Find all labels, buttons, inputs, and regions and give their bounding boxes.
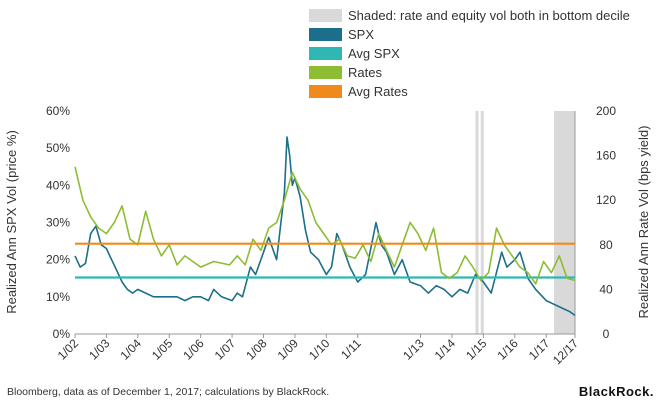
shaded-period-0: [475, 111, 479, 334]
series-lines: [74, 136, 576, 317]
shaded-periods: [475, 111, 575, 334]
x-tick-label-1: 1/03: [86, 336, 113, 363]
x-tick-label-7: 1/09: [275, 336, 302, 363]
legend-item-shaded: Shaded: rate and equity vol both in bott…: [309, 6, 630, 25]
x-tick-label-8: 1/10: [306, 336, 333, 363]
x-tick-label-9: 1/11: [338, 336, 364, 362]
legend-swatch-spx: [309, 28, 342, 41]
y-axis-label-right: Realized Ann Rate Vol (bps yield): [636, 126, 651, 319]
y-tick-left-6: 60%: [46, 104, 70, 118]
legend-item-spx: SPX: [309, 25, 630, 44]
legend-swatch-rates: [309, 66, 342, 79]
y-tick-left-3: 30%: [46, 216, 70, 230]
y-tick-left-4: 40%: [46, 178, 70, 192]
legend-item-avg-rates: Avg Rates: [309, 82, 630, 101]
y-tick-right-3: 120: [596, 193, 616, 207]
x-tick-label-3: 1/05: [149, 336, 176, 363]
legend-swatch-avg-rates: [309, 85, 342, 98]
legend-label-rates: Rates: [348, 65, 382, 80]
legend: Shaded: rate and equity vol both in bott…: [309, 6, 630, 101]
x-tick-label-11: 1/14: [432, 336, 459, 363]
legend-label-spx: SPX: [348, 27, 375, 42]
plot-frame: [75, 111, 576, 335]
shaded-period-1: [480, 111, 484, 334]
source-footnote: Bloomberg, data as of December 1, 2017; …: [7, 386, 330, 398]
y-tick-right-5: 200: [596, 104, 616, 118]
x-tick-label-5: 1/07: [212, 336, 239, 363]
legend-label-avg-spx: Avg SPX: [348, 46, 400, 61]
legend-label-shaded: Shaded: rate and equity vol both in bott…: [348, 8, 630, 23]
x-tick-label-10: 1/13: [400, 336, 427, 363]
legend-label-avg-rates: Avg Rates: [348, 84, 408, 99]
x-tick-label-4: 1/06: [180, 336, 207, 363]
x-tick-label-6: 1/08: [243, 336, 270, 363]
legend-item-rates: Rates: [309, 63, 630, 82]
brand-logo: BlackRock.: [578, 384, 654, 399]
y-tick-left-0: 0%: [53, 327, 71, 341]
x-tick-label-13: 1/16: [494, 336, 521, 363]
x-tick-label-15: 12/17: [550, 336, 581, 367]
shaded-period-2: [554, 111, 575, 334]
x-tick-label-12: 1/15: [463, 336, 490, 363]
y-tick-left-5: 50%: [46, 141, 70, 155]
y-axis-label-left: Realized Ann SPX Vol (price %): [4, 130, 19, 314]
legend-item-avg-spx: Avg SPX: [309, 44, 630, 63]
x-tick-label-14: 1/17: [526, 336, 553, 363]
x-tick-label-2: 1/04: [118, 336, 145, 363]
series-line-rates: [74, 166, 576, 285]
y-tick-right-4: 160: [596, 149, 616, 163]
y-tick-left-1: 10%: [46, 290, 70, 304]
y-tick-right-1: 40: [599, 282, 613, 296]
y-tick-left-2: 20%: [46, 253, 70, 267]
y-tick-right-2: 80: [599, 238, 613, 252]
y-tick-right-0: 0: [603, 327, 610, 341]
legend-swatch-avg-spx: [309, 47, 342, 60]
legend-swatch-shaded: [309, 9, 342, 22]
